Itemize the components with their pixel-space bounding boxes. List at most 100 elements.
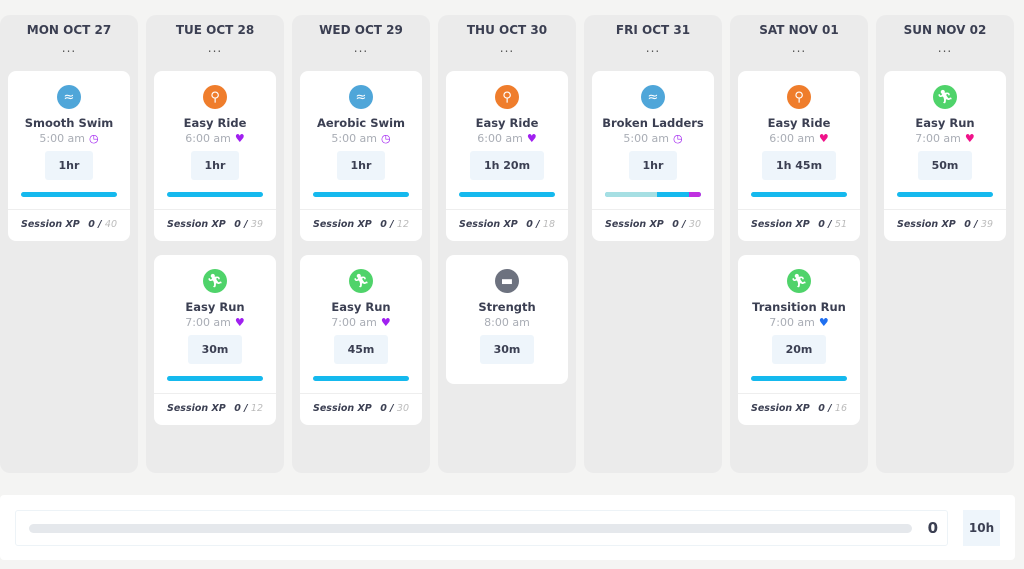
session-time-row: 5:00 am ◷ xyxy=(39,132,98,145)
swim-icon: ≈ xyxy=(349,85,373,109)
xp-value: 0 / xyxy=(88,219,102,230)
session-title: Easy Ride xyxy=(475,116,539,130)
xp-max: 30 xyxy=(688,219,701,230)
session-xp: Session XP 0 / 39 xyxy=(884,209,1006,241)
session-intensity-bar xyxy=(167,192,263,197)
day-label: TUE OCT 28 xyxy=(175,23,255,37)
session-duration: 50m xyxy=(917,151,973,180)
session-card[interactable]: ≈ Aerobic Swim 5:00 am ◷ 1hr Session XP 0 … xyxy=(300,71,422,241)
day-menu-button[interactable]: ... xyxy=(645,41,661,55)
xp-value: 0 / xyxy=(380,403,394,414)
xp-max: 12 xyxy=(250,403,263,414)
day-column: SAT NOV 01 ... ⚲ Easy Ride 6:00 am ♥ 1h 4… xyxy=(730,15,868,473)
session-intensity-bar xyxy=(897,192,993,197)
session-card[interactable]: 🏃︎ Transition Run 7:00 am ♥ 20m Session X… xyxy=(738,255,860,425)
session-duration: 1hr xyxy=(44,151,94,180)
session-card[interactable]: 🏃︎ Easy Run 7:00 am ♥ 50m Session XP 0 / 3… xyxy=(884,71,1006,241)
session-card[interactable]: ▬ Strength 8:00 am 30m xyxy=(446,255,568,384)
bar-segment xyxy=(689,192,701,197)
day-label: WED OCT 29 xyxy=(319,23,403,37)
session-title: Easy Run xyxy=(915,116,975,130)
run-icon: 🏃︎ xyxy=(933,85,957,109)
session-intensity-bar xyxy=(751,376,847,381)
session-title: Smooth Swim xyxy=(24,116,114,130)
session-time-row: 7:00 am ♥ xyxy=(185,316,245,329)
xp-label: Session XP xyxy=(167,403,226,414)
day-menu-button[interactable]: ... xyxy=(499,41,515,55)
session-intensity-bar xyxy=(21,192,117,197)
clock-icon: ◷ xyxy=(381,132,391,145)
day-column: MON OCT 27 ... ≈ Smooth Swim 5:00 am ◷ 1h… xyxy=(0,15,138,473)
day-menu-button[interactable]: ... xyxy=(61,41,77,55)
xp-value: 0 / xyxy=(234,219,248,230)
day-menu-button[interactable]: ... xyxy=(937,41,953,55)
bike-icon: ⚲ xyxy=(203,85,227,109)
session-title: Aerobic Swim xyxy=(316,116,406,130)
xp-label: Session XP xyxy=(897,219,956,230)
heart-icon: ♥ xyxy=(818,316,829,329)
xp-value: 0 / xyxy=(380,219,394,230)
session-title: Easy Run xyxy=(331,300,391,314)
session-card[interactable]: ≈ Broken Ladders 5:00 am ◷ 1hr Session XP… xyxy=(592,71,714,241)
session-card[interactable]: ≈ Smooth Swim 5:00 am ◷ 1hr Session XP 0 /… xyxy=(8,71,130,241)
session-title: Easy Ride xyxy=(183,116,247,130)
session-time: 6:00 am xyxy=(769,132,815,145)
heart-icon: ♥ xyxy=(234,132,245,145)
xp-max: 39 xyxy=(980,219,993,230)
session-xp: Session XP 0 / 30 xyxy=(300,393,422,425)
day-label: THU OCT 30 xyxy=(466,23,548,37)
session-xp: Session XP 0 / 12 xyxy=(300,209,422,241)
session-xp: Session XP 0 / 40 xyxy=(8,209,130,241)
day-menu-button[interactable]: ... xyxy=(207,41,223,55)
run-icon: 🏃︎ xyxy=(349,269,373,293)
swim-icon: ≈ xyxy=(641,85,665,109)
run-icon: 🏃︎ xyxy=(787,269,811,293)
session-time: 5:00 am xyxy=(39,132,86,145)
week-calendar: MON OCT 27 ... ≈ Smooth Swim 5:00 am ◷ 1h… xyxy=(0,15,1014,473)
heart-icon: ♥ xyxy=(234,316,245,329)
session-time-row: 8:00 am xyxy=(484,316,530,329)
day-column: FRI OCT 31 ... ≈ Broken Ladders 5:00 am ◷… xyxy=(584,15,722,473)
bar-segment xyxy=(656,192,690,197)
session-duration: 1h 20m xyxy=(469,151,545,180)
xp-max: 39 xyxy=(250,219,263,230)
session-card[interactable]: ⚲ Easy Ride 6:00 am ♥ 1h 20m Session XP 0 … xyxy=(446,71,568,241)
bike-icon: ⚲ xyxy=(787,85,811,109)
session-card[interactable]: 🏃︎ Easy Run 7:00 am ♥ 45m Session XP 0 / 3… xyxy=(300,255,422,425)
session-duration: 20m xyxy=(771,335,827,364)
session-time-row: 7:00 am ♥ xyxy=(331,316,391,329)
session-time: 7:00 am xyxy=(331,316,377,329)
xp-max: 40 xyxy=(104,219,117,230)
xp-max: 18 xyxy=(542,219,555,230)
session-title: Broken Ladders xyxy=(602,116,704,130)
session-duration: 45m xyxy=(333,335,389,364)
xp-label: Session XP xyxy=(459,219,518,230)
xp-label: Session XP xyxy=(605,219,664,230)
xp-label: Session XP xyxy=(167,219,226,230)
heart-icon: ♥ xyxy=(818,132,829,145)
session-time-row: 5:00 am ◷ xyxy=(331,132,390,145)
session-time: 7:00 am xyxy=(185,316,231,329)
session-time: 5:00 am xyxy=(623,132,670,145)
session-time-row: 6:00 am ♥ xyxy=(185,132,245,145)
xp-value: 0 / xyxy=(818,403,832,414)
xp-value: 0 / xyxy=(818,219,832,230)
bike-icon: ⚲ xyxy=(495,85,519,109)
session-card[interactable]: 🏃︎ Easy Run 7:00 am ♥ 30m Session XP 0 / 1… xyxy=(154,255,276,425)
session-title: Strength xyxy=(478,300,536,314)
xp-label: Session XP xyxy=(751,403,810,414)
session-intensity-bar xyxy=(313,192,409,197)
day-menu-button[interactable]: ... xyxy=(791,41,807,55)
session-time-row: 5:00 am ◷ xyxy=(623,132,682,145)
session-title: Easy Ride xyxy=(767,116,831,130)
session-intensity-bar xyxy=(751,192,847,197)
day-menu-button[interactable]: ... xyxy=(353,41,369,55)
weekly-summary: 0 10h xyxy=(0,495,1015,560)
day-column: WED OCT 29 ... ≈ Aerobic Swim 5:00 am ◷ 1… xyxy=(292,15,430,473)
xp-label: Session XP xyxy=(313,219,372,230)
session-card[interactable]: ⚲ Easy Ride 6:00 am ♥ 1hr Session XP 0 / 3… xyxy=(154,71,276,241)
session-xp: Session XP 0 / 12 xyxy=(154,393,276,425)
session-time-row: 7:00 am ♥ xyxy=(769,316,829,329)
session-card[interactable]: ⚲ Easy Ride 6:00 am ♥ 1h 45m Session XP 0 … xyxy=(738,71,860,241)
clock-icon: ◷ xyxy=(673,132,683,145)
